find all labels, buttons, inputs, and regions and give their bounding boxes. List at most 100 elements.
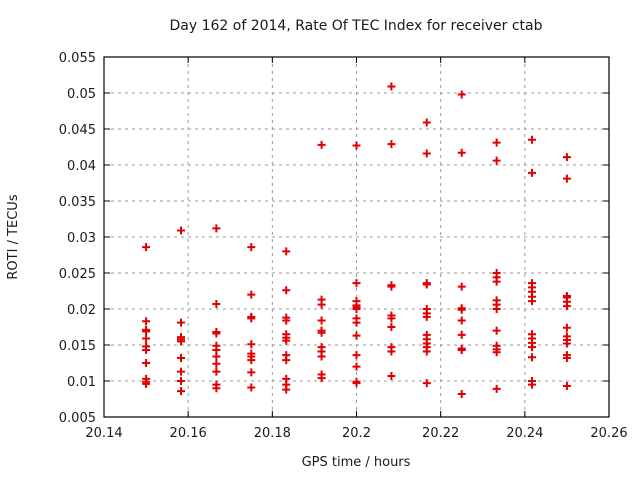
data-point-marker bbox=[352, 141, 361, 150]
data-point-marker bbox=[212, 384, 221, 393]
x-tick-label: 20.16 bbox=[170, 426, 207, 441]
data-point-marker bbox=[352, 379, 361, 388]
data-point-marker bbox=[142, 334, 151, 343]
data-point-marker bbox=[492, 326, 501, 335]
data-point-marker bbox=[387, 282, 396, 291]
data-point-marker bbox=[247, 340, 256, 349]
data-point-marker bbox=[247, 383, 256, 392]
data-point-marker bbox=[492, 305, 501, 313]
data-point-marker bbox=[177, 387, 186, 396]
data-point-marker bbox=[562, 153, 571, 162]
data-point-marker bbox=[527, 343, 536, 352]
x-axis-label: GPS time / hours bbox=[302, 455, 411, 470]
data-point-marker bbox=[352, 305, 361, 313]
data-point-marker bbox=[527, 353, 536, 362]
y-tick-label: 0.04 bbox=[67, 159, 96, 174]
data-point-marker bbox=[177, 367, 186, 376]
data-point-marker bbox=[352, 318, 361, 327]
data-point-marker bbox=[212, 224, 221, 233]
data-point-marker bbox=[422, 312, 431, 321]
data-point-marker bbox=[422, 379, 431, 388]
data-point-marker bbox=[387, 314, 396, 323]
data-point-marker bbox=[387, 82, 396, 91]
data-point-marker bbox=[282, 286, 291, 295]
data-point-marker bbox=[142, 379, 151, 388]
data-point-marker bbox=[177, 318, 186, 327]
data-point-marker bbox=[142, 346, 151, 355]
x-tick-label: 20.2 bbox=[342, 426, 371, 441]
data-point-marker bbox=[422, 118, 431, 127]
y-tick-label: 0.01 bbox=[67, 375, 96, 390]
data-point-marker bbox=[212, 299, 221, 308]
data-point-marker bbox=[177, 377, 186, 385]
data-point-marker bbox=[562, 382, 571, 391]
y-tick-label: 0.05 bbox=[67, 87, 96, 102]
data-point-marker bbox=[177, 226, 186, 235]
y-tick-label: 0.055 bbox=[59, 51, 96, 66]
y-tick-label: 0.035 bbox=[59, 195, 96, 210]
data-point-marker bbox=[142, 327, 151, 336]
data-point-marker bbox=[422, 149, 431, 158]
y-tick-labels: 0.005 0.01 0.015 0.02 0.025 0.03 0.035 0.04 0.04… bbox=[59, 51, 96, 426]
data-point-marker bbox=[212, 352, 221, 361]
y-tick-label: 0.005 bbox=[59, 411, 96, 426]
data-point-marker bbox=[457, 90, 466, 99]
data-point-marker bbox=[492, 138, 501, 147]
data-point-marker bbox=[387, 347, 396, 356]
data-point-marker bbox=[387, 140, 396, 149]
data-point-marker bbox=[352, 279, 361, 288]
data-point-marker bbox=[527, 297, 536, 306]
data-point-marker bbox=[247, 368, 256, 377]
x-tick-label: 20.18 bbox=[254, 426, 291, 441]
data-point-marker bbox=[247, 243, 256, 252]
x-tick-labels: 20.14 20.16 20.18 20.2 20.22 20.24 20.26 bbox=[85, 426, 627, 441]
data-point-marker bbox=[282, 247, 291, 256]
data-point-marker bbox=[422, 347, 431, 356]
data-point-marker bbox=[247, 314, 256, 323]
data-point-marker bbox=[387, 323, 396, 331]
data-point-marker bbox=[282, 316, 291, 325]
x-tick-label: 20.14 bbox=[85, 426, 122, 441]
x-tick-label: 20.26 bbox=[590, 426, 627, 441]
data-point-marker bbox=[387, 371, 396, 380]
data-point-marker bbox=[317, 300, 326, 309]
plot-border bbox=[103, 56, 610, 418]
data-point-marker bbox=[457, 305, 466, 314]
data-point-marker bbox=[457, 148, 466, 157]
data-point-marker bbox=[317, 140, 326, 149]
data-point-marker bbox=[492, 384, 501, 393]
data-point-marker bbox=[352, 362, 361, 371]
chart-title: Day 162 of 2014, Rate Of TEC Index for r… bbox=[169, 18, 542, 34]
y-tick-label: 0.02 bbox=[67, 303, 96, 318]
data-point-marker bbox=[457, 316, 466, 325]
data-point-marker bbox=[492, 348, 501, 357]
data-point-marker bbox=[562, 323, 571, 332]
x-tick-label: 20.24 bbox=[506, 426, 543, 441]
y-tick-label: 0.03 bbox=[67, 231, 96, 246]
data-points bbox=[142, 82, 571, 398]
y-tick-label: 0.045 bbox=[59, 123, 96, 138]
y-tick-label: 0.025 bbox=[59, 267, 96, 282]
data-point-marker bbox=[527, 380, 536, 389]
data-point-marker bbox=[352, 351, 361, 360]
data-point-marker bbox=[527, 135, 536, 144]
data-point-marker bbox=[562, 174, 571, 183]
data-point-marker bbox=[142, 359, 151, 367]
data-point-marker bbox=[562, 302, 571, 311]
data-point-marker bbox=[352, 331, 361, 340]
data-point-marker bbox=[282, 356, 291, 365]
x-tick-label: 20.22 bbox=[422, 426, 459, 441]
y-tick-label: 0.015 bbox=[59, 339, 96, 354]
data-point-marker bbox=[422, 280, 431, 289]
data-point-marker bbox=[212, 359, 221, 368]
data-point-marker bbox=[562, 339, 571, 348]
y-axis-label: ROTI / TECUs bbox=[6, 194, 21, 279]
data-point-marker bbox=[212, 329, 221, 338]
data-point-marker bbox=[317, 328, 326, 337]
data-point-marker bbox=[212, 367, 221, 376]
data-point-marker bbox=[457, 389, 466, 398]
data-point-marker bbox=[177, 353, 186, 362]
data-point-marker bbox=[282, 336, 291, 345]
